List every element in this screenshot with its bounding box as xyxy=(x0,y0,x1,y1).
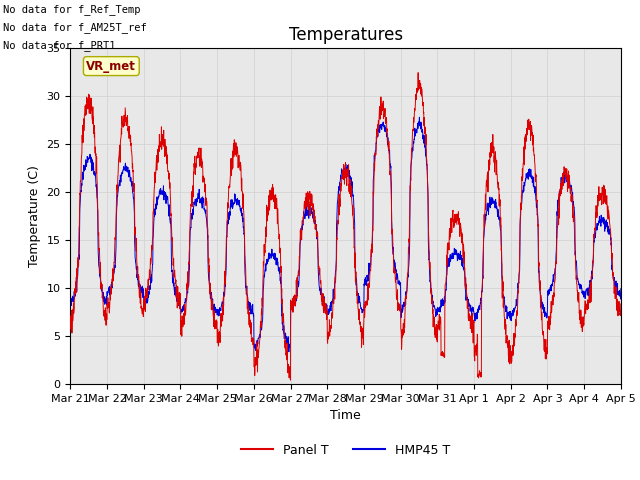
Text: No data for f_AM25T_ref: No data for f_AM25T_ref xyxy=(3,22,147,33)
Y-axis label: Temperature (C): Temperature (C) xyxy=(28,165,41,267)
Text: VR_met: VR_met xyxy=(86,60,136,72)
Legend: Panel T, HMP45 T: Panel T, HMP45 T xyxy=(236,439,455,462)
X-axis label: Time: Time xyxy=(330,409,361,422)
Text: No data for f_PRT1: No data for f_PRT1 xyxy=(3,40,116,51)
Title: Temperatures: Temperatures xyxy=(289,25,403,44)
Text: No data for f_Ref_Temp: No data for f_Ref_Temp xyxy=(3,4,141,15)
